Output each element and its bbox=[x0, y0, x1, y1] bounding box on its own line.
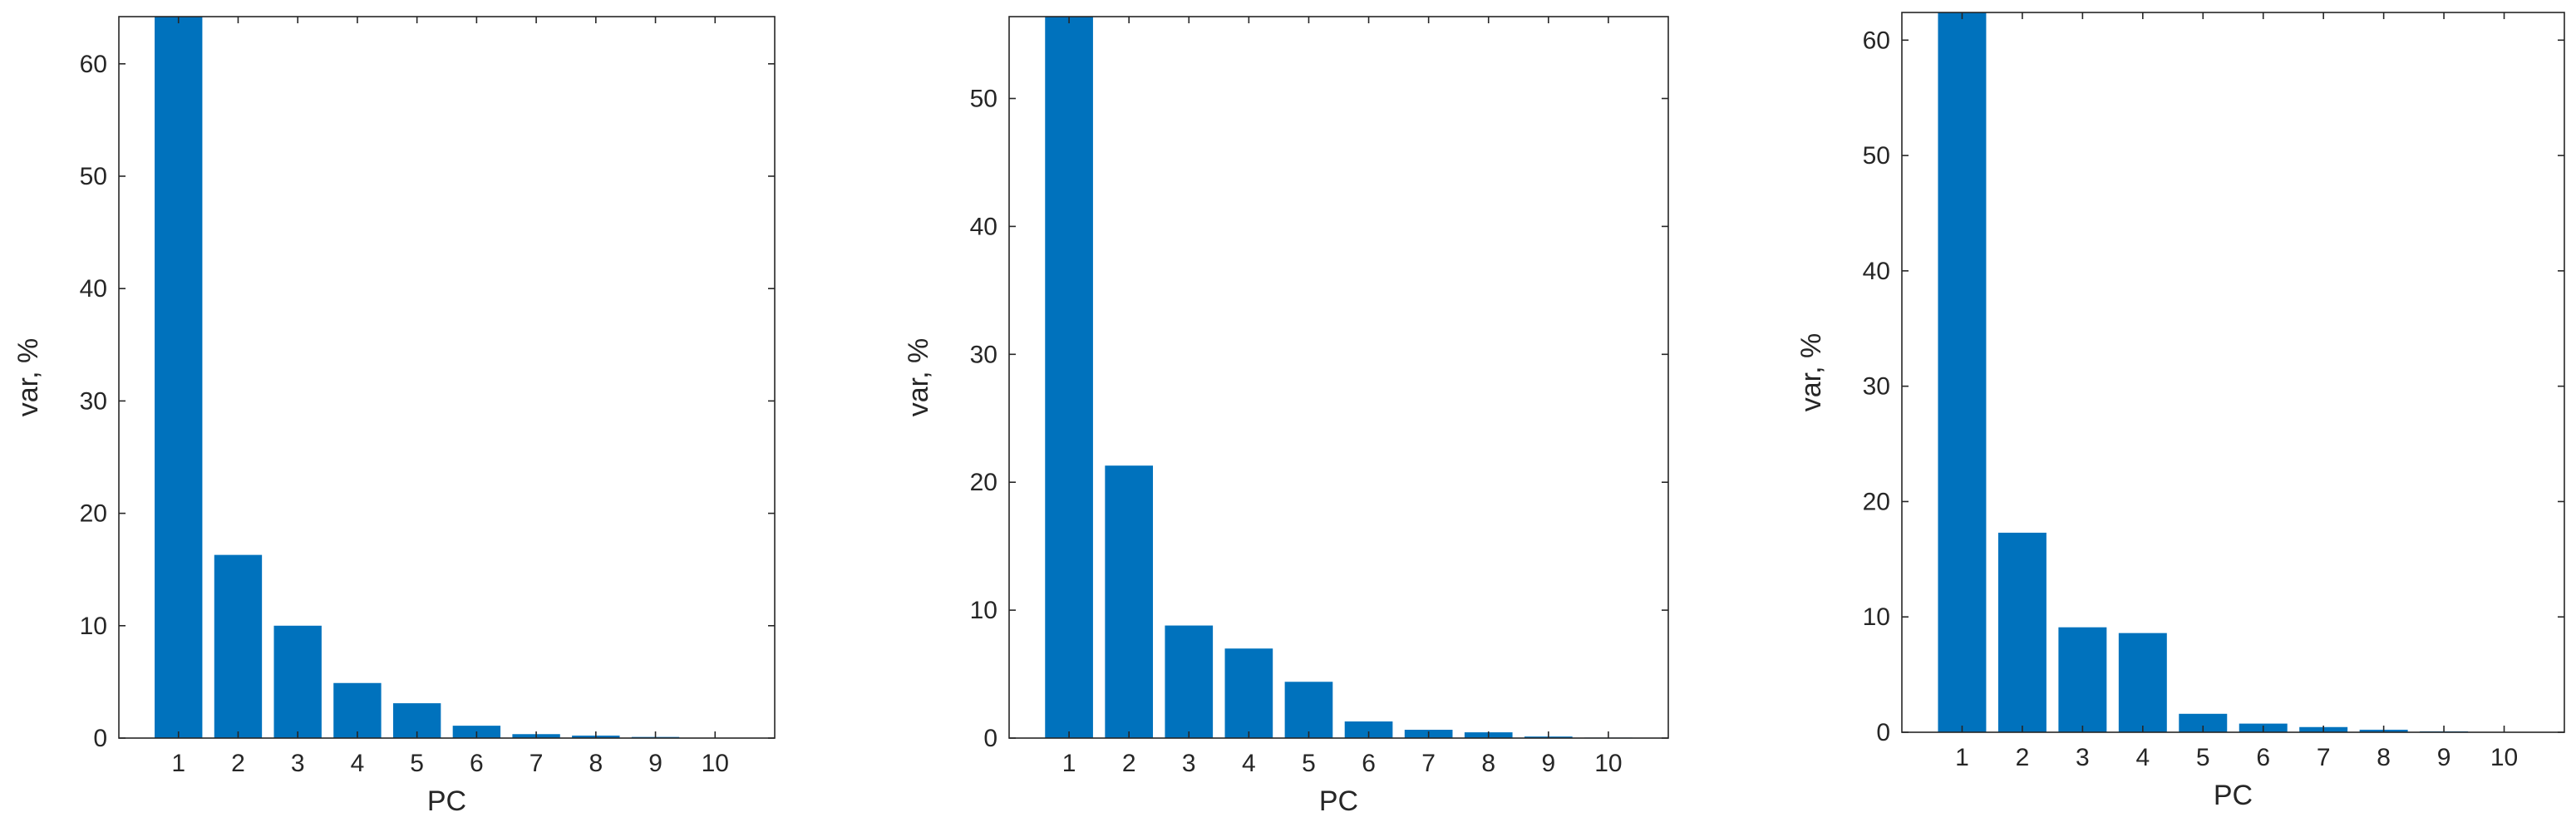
y-tick-label: 0 bbox=[983, 725, 997, 752]
x-tick-label: 10 bbox=[702, 750, 729, 777]
x-tick-label: 5 bbox=[1302, 750, 1316, 777]
axes-box bbox=[1008, 16, 1669, 739]
x-tick-label: 9 bbox=[648, 750, 662, 777]
axes-box bbox=[118, 16, 776, 739]
x-tick-label: 9 bbox=[2437, 744, 2451, 771]
y-tick-label: 10 bbox=[1863, 603, 1890, 631]
bar-pc-4 bbox=[2118, 633, 2167, 732]
y-tick-label: 50 bbox=[80, 163, 107, 190]
bar-pc-1 bbox=[1045, 17, 1093, 738]
x-axis-label: PC bbox=[427, 785, 466, 817]
x-tick-label: 8 bbox=[2377, 744, 2391, 771]
bar-pc-2 bbox=[214, 554, 263, 738]
y-tick-label: 40 bbox=[970, 213, 997, 240]
bar-pc-1 bbox=[155, 17, 203, 738]
bar-pc-6 bbox=[1344, 721, 1393, 738]
x-tick-label: 7 bbox=[1421, 750, 1436, 777]
y-tick-label: 10 bbox=[970, 597, 997, 624]
axes-box bbox=[1901, 12, 2565, 733]
y-tick-label: 60 bbox=[1863, 27, 1890, 54]
x-tick-label: 7 bbox=[529, 750, 544, 777]
x-tick-label: 8 bbox=[1481, 750, 1495, 777]
x-tick-label: 3 bbox=[291, 750, 305, 777]
x-tick-label: 6 bbox=[2256, 744, 2270, 771]
y-axis-label: var, % bbox=[903, 338, 934, 416]
y-tick-label: 10 bbox=[80, 613, 107, 640]
y-axis-label: var, % bbox=[12, 338, 44, 416]
y-axis-label: var, % bbox=[1795, 333, 1827, 411]
x-tick-label: 3 bbox=[1182, 750, 1196, 777]
y-tick-label: 30 bbox=[1863, 373, 1890, 401]
y-tick-label: 60 bbox=[80, 51, 107, 78]
chart-panel-2: 1 2 3 4 5 6 7 8 9 10 0 10 20 30 40 50 PC var, % bbox=[903, 16, 1669, 817]
x-tick-label: 9 bbox=[1541, 750, 1555, 777]
bar-pc-2 bbox=[1997, 532, 2047, 732]
bar-pc-1 bbox=[1938, 12, 1987, 732]
x-tick-label: 5 bbox=[2196, 744, 2210, 771]
x-tick-label: 10 bbox=[2490, 744, 2518, 771]
x-tick-label: 5 bbox=[410, 750, 424, 777]
x-tick-label: 6 bbox=[1362, 750, 1376, 777]
x-tick-label: 10 bbox=[1594, 750, 1622, 777]
bar-pc-3 bbox=[273, 625, 322, 738]
y-tick-label: 0 bbox=[1876, 719, 1890, 746]
y-tick-label: 20 bbox=[1863, 488, 1890, 515]
x-tick-label: 6 bbox=[470, 750, 484, 777]
y-tick-label: 50 bbox=[1863, 142, 1890, 170]
x-tick-label: 4 bbox=[1242, 750, 1256, 777]
bar-pc-4 bbox=[1224, 648, 1273, 738]
x-tick-label: 2 bbox=[1122, 750, 1136, 777]
x-tick-label: 4 bbox=[2135, 744, 2150, 771]
x-tick-label: 2 bbox=[231, 750, 245, 777]
bar-pc-3 bbox=[1165, 625, 1214, 738]
bar-pc-5 bbox=[2179, 713, 2228, 732]
x-tick-label: 3 bbox=[2076, 744, 2090, 771]
bar-pc-5 bbox=[1284, 682, 1333, 738]
y-tick-label: 20 bbox=[970, 469, 997, 496]
x-tick-label: 4 bbox=[351, 750, 365, 777]
x-axis-label: PC bbox=[2214, 780, 2253, 811]
y-tick-label: 20 bbox=[80, 500, 107, 528]
bar-pc-2 bbox=[1105, 465, 1154, 738]
x-tick-label: 1 bbox=[171, 750, 185, 777]
bar-pc-4 bbox=[333, 682, 382, 738]
chart-panel-3: 1 2 3 4 5 6 7 8 9 10 0 10 20 30 40 50 60 PC var, % bbox=[1795, 12, 2565, 811]
x-tick-label: 1 bbox=[1062, 750, 1076, 777]
y-tick-label: 40 bbox=[80, 275, 107, 303]
x-tick-label: 8 bbox=[589, 750, 603, 777]
x-tick-label: 2 bbox=[2016, 744, 2030, 771]
x-axis-label: PC bbox=[1319, 785, 1358, 817]
y-tick-label: 40 bbox=[1863, 258, 1890, 285]
x-tick-label: 7 bbox=[2317, 744, 2331, 771]
y-tick-label: 50 bbox=[970, 85, 997, 112]
y-tick-label: 30 bbox=[80, 387, 107, 415]
y-tick-label: 0 bbox=[93, 725, 107, 752]
y-tick-label: 30 bbox=[970, 341, 997, 368]
x-tick-label: 1 bbox=[1955, 744, 1969, 771]
chart-panel-1: 1 2 3 4 5 6 7 8 9 10 0 10 20 30 40 50 60 PC var, % bbox=[12, 16, 776, 817]
bar-pc-3 bbox=[2058, 627, 2107, 732]
